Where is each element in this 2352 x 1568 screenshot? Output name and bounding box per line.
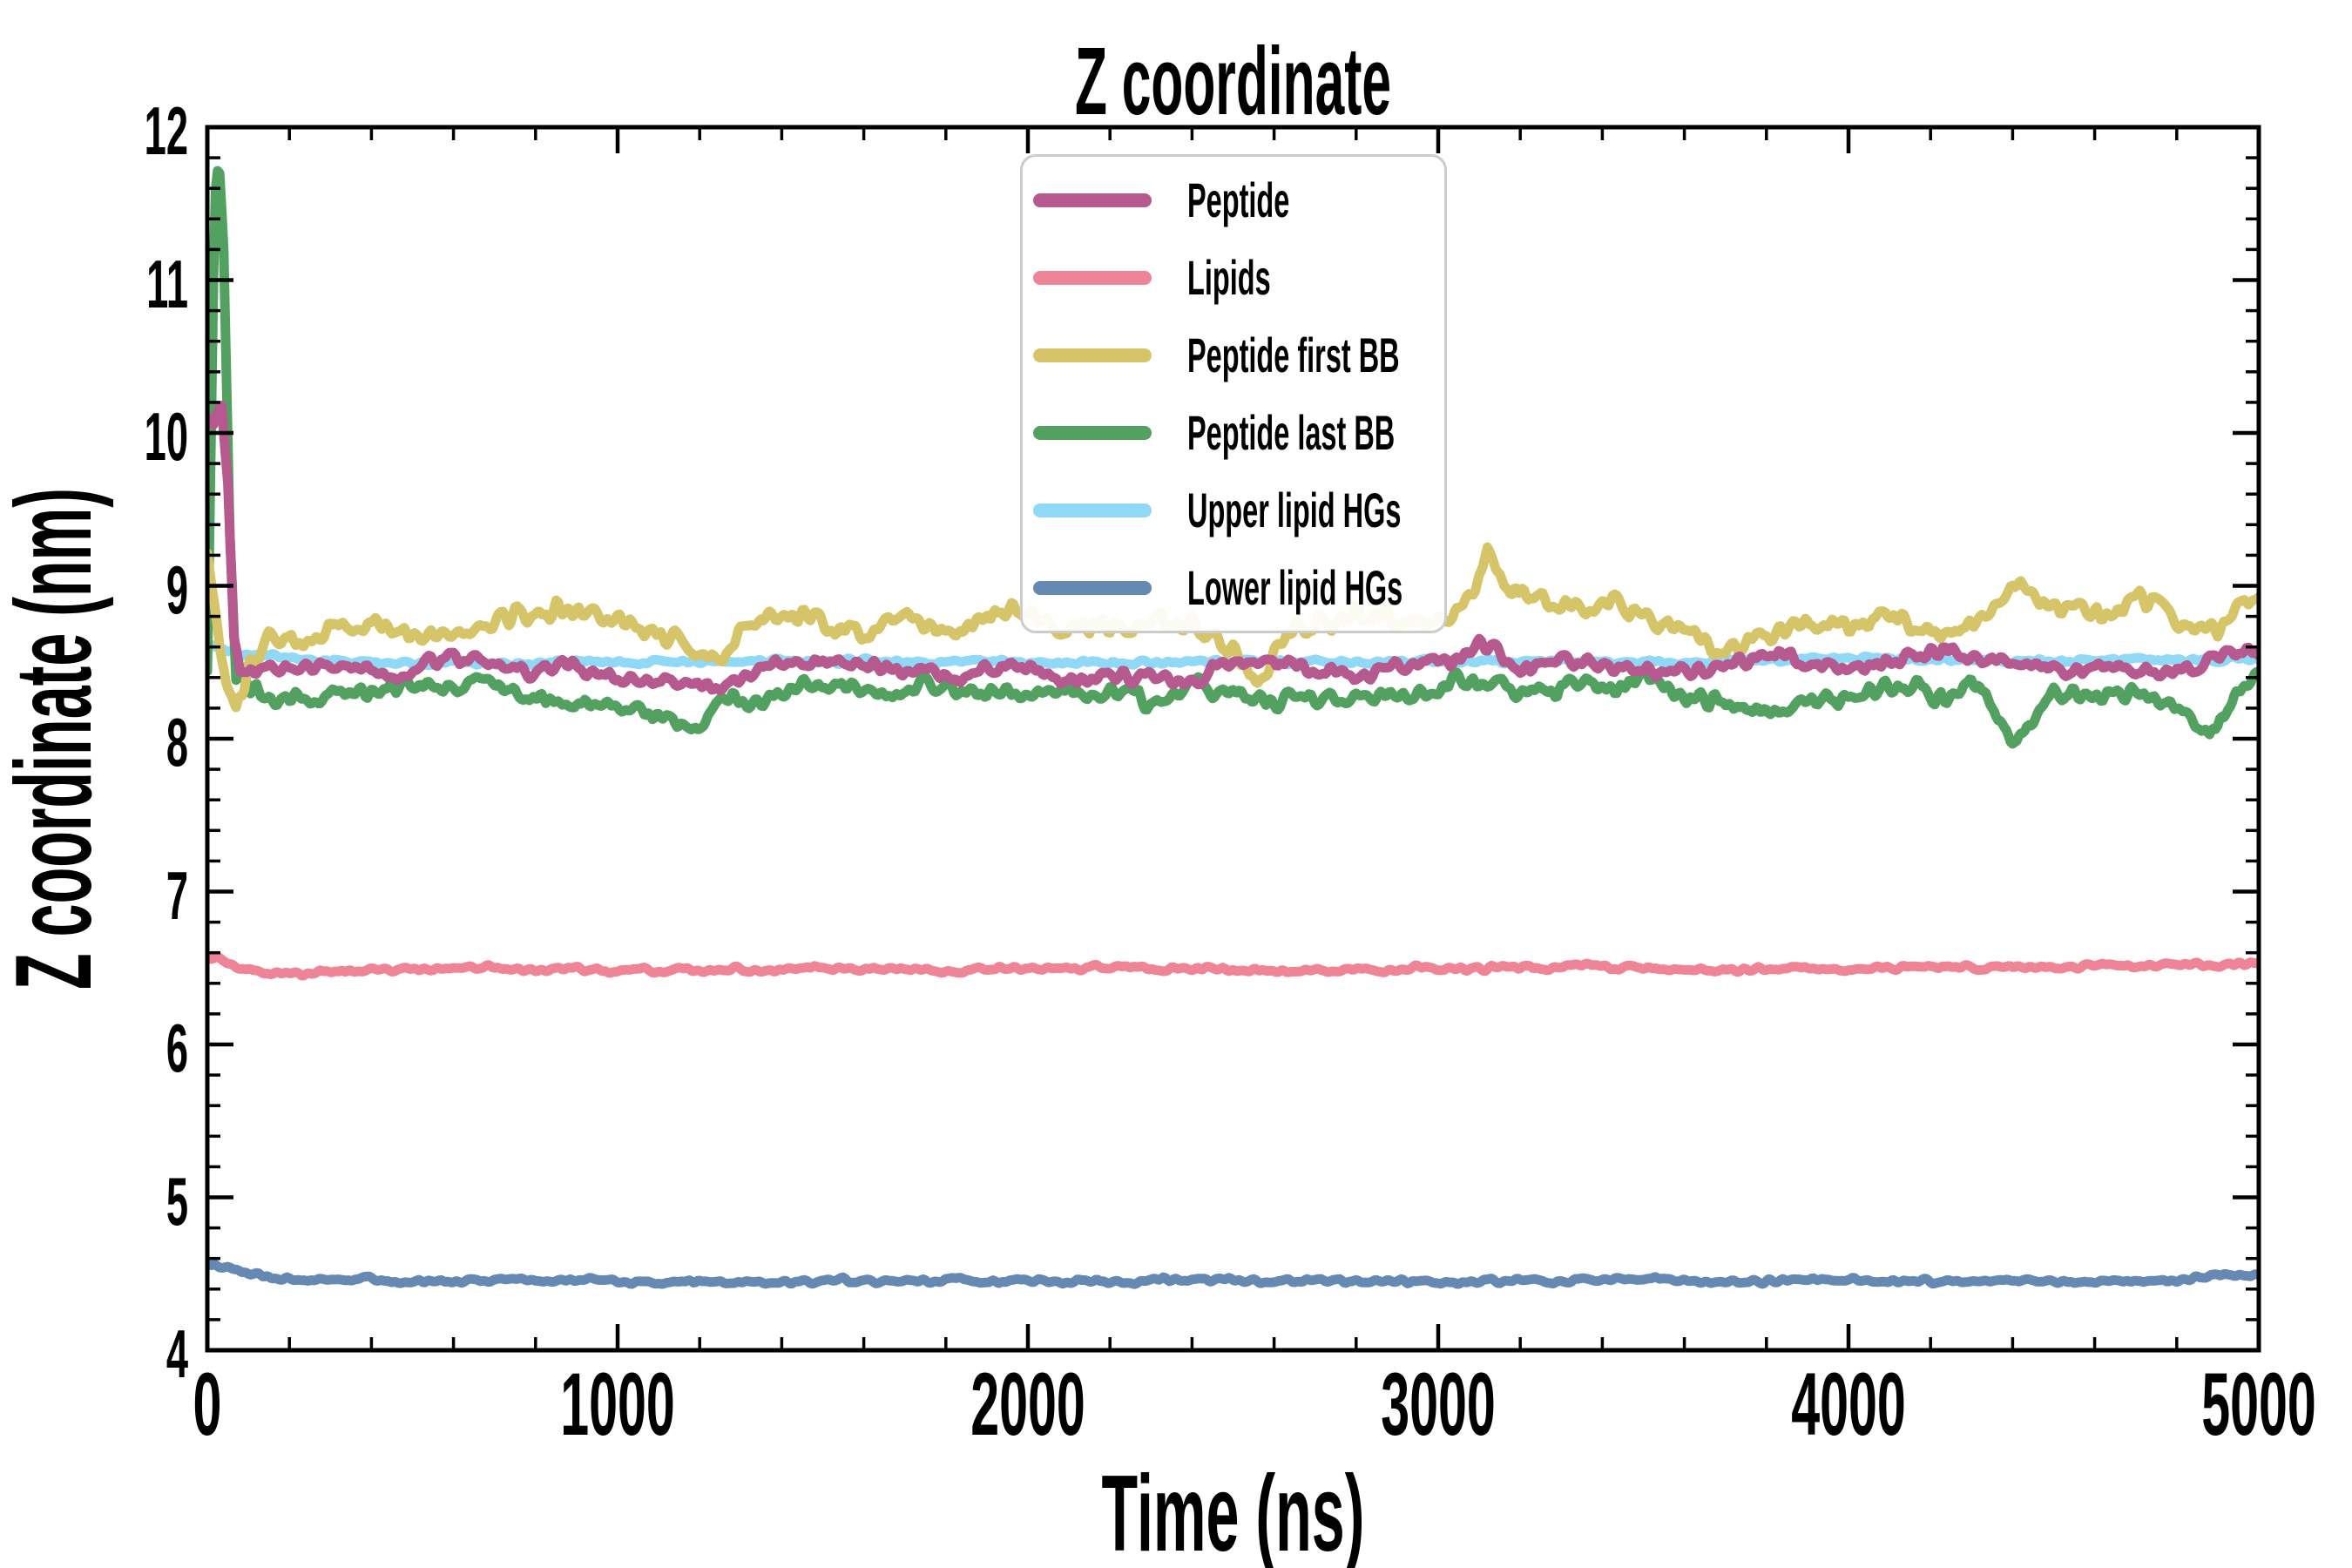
legend-swatch-upper-lipid-hgs — [1033, 503, 1152, 517]
legend-label-lipids: Lipids — [1187, 249, 1271, 305]
series-peptide-first-bb — [207, 542, 2259, 713]
y-tick-label-6: 6 — [166, 1010, 188, 1086]
series-layer — [207, 166, 2259, 1289]
legend-label-peptide: Peptide — [1187, 172, 1290, 227]
legend-label-peptide-first-bb: Peptide first BB — [1187, 327, 1400, 382]
legend-label-upper-lipid-hgs: Upper lipid HGs — [1187, 482, 1402, 537]
chart-title: Z coordinate — [1074, 28, 1392, 135]
y-tick-label-10: 10 — [144, 398, 188, 475]
x-tick-label-5000: 5000 — [2201, 1355, 2316, 1454]
y-tick-label-4: 4 — [166, 1315, 188, 1392]
legend-item-peptide-last-bb: Peptide last BB — [1033, 394, 1444, 471]
x-tick-label-0: 0 — [193, 1355, 222, 1454]
legend-swatch-lipids — [1033, 270, 1152, 285]
legend-swatch-peptide-last-bb — [1033, 425, 1152, 440]
legend-swatch-lower-lipid-hgs — [1033, 580, 1152, 595]
legend-item-upper-lipid-hgs: Upper lipid HGs — [1033, 471, 1444, 549]
x-tick-label-1000: 1000 — [560, 1355, 675, 1454]
y-tick-label-5: 5 — [166, 1162, 188, 1240]
series-peptide — [207, 401, 2259, 696]
x-tick-label-4000: 4000 — [1791, 1355, 1906, 1454]
series-peptide-last-bb — [207, 166, 2259, 749]
y-tick-label-12: 12 — [144, 92, 188, 169]
legend-swatch-peptide — [1033, 193, 1152, 207]
legend-item-peptide: Peptide — [1033, 161, 1444, 239]
series-lipids — [207, 951, 2259, 981]
y-tick-label-9: 9 — [166, 551, 188, 628]
y-tick-label-8: 8 — [166, 704, 188, 781]
x-axis-label: Time (ns) — [1101, 1454, 1365, 1568]
x-tick-label-3000: 3000 — [1381, 1355, 1496, 1454]
legend-swatch-peptide-first-bb — [1033, 348, 1152, 362]
y-tick-label-11: 11 — [146, 245, 188, 322]
legend-label-peptide-last-bb: Peptide last BB — [1187, 404, 1396, 460]
x-tick-label-2000: 2000 — [970, 1355, 1085, 1454]
series-lower-lipid-hgs — [207, 1259, 2259, 1289]
legend-item-lower-lipid-hgs: Lower lipid HGs — [1033, 549, 1444, 626]
legend-label-lower-lipid-hgs: Lower lipid HGs — [1187, 559, 1403, 615]
legend-item-lipids: Lipids — [1033, 239, 1444, 316]
legend-item-peptide-first-bb: Peptide first BB — [1033, 316, 1444, 394]
plot-border — [205, 125, 2261, 1353]
y-tick-label-7: 7 — [166, 856, 188, 934]
legend: Peptide Lipids Peptide first BB Peptide … — [1020, 154, 1447, 633]
